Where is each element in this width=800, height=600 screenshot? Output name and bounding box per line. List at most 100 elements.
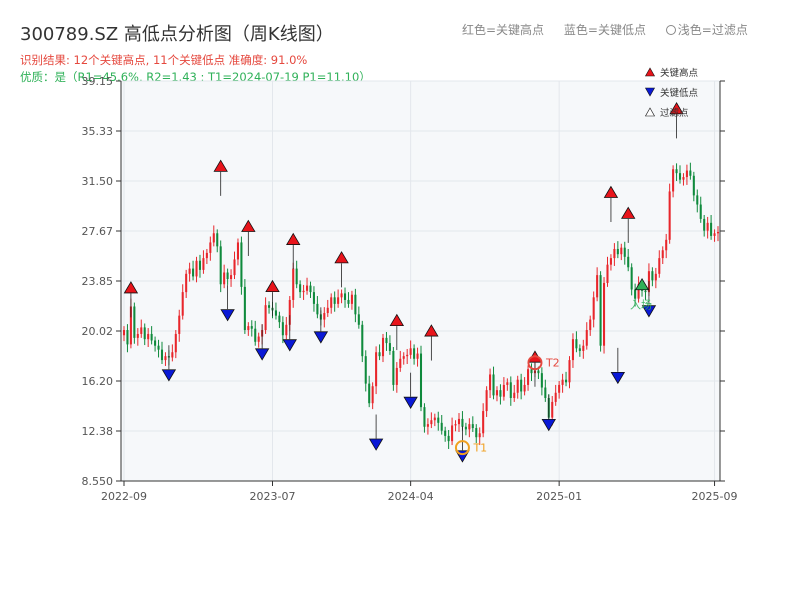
candle-body [540, 373, 543, 388]
top-legend-gray: 浅色=过滤点 [677, 23, 748, 37]
candle-body [578, 348, 581, 351]
candle-body [478, 433, 481, 438]
y-tick-label: 39.15 [82, 75, 114, 88]
candle-body [337, 297, 340, 304]
candle-body [609, 258, 612, 265]
candle-body [340, 293, 343, 298]
key-high-marker [603, 185, 619, 198]
candle-body [527, 369, 530, 385]
key-high-marker [334, 251, 349, 264]
candle-body [316, 303, 319, 315]
candle-body [219, 246, 222, 285]
candle-body [250, 326, 253, 329]
key-high-marker [213, 159, 228, 172]
candle-body [226, 272, 229, 280]
candle-body [513, 392, 516, 398]
x-tick-label: 2023-07 [250, 490, 296, 503]
candle-body [202, 258, 205, 270]
candle-body [399, 358, 402, 368]
key-low-marker [220, 309, 235, 322]
candle-body [468, 424, 471, 430]
candle-body [122, 330, 126, 336]
candle-body [672, 169, 675, 192]
candle-body [274, 310, 277, 316]
candle-body [506, 382, 509, 385]
candle-body [419, 353, 423, 408]
candle-body [651, 271, 654, 281]
candle-body [433, 417, 436, 421]
candle-body [710, 222, 713, 236]
candle-body [281, 322, 284, 336]
candle-body [627, 256, 630, 268]
key-high-marker [669, 102, 684, 115]
legend-filtered-label: 过滤点 [660, 107, 689, 119]
candle-body [599, 275, 602, 346]
candle-body [164, 356, 167, 361]
candle-body [571, 339, 574, 361]
top-legend-blue: 蓝色=关键低点 [563, 23, 646, 37]
key-low-marker [610, 371, 626, 385]
markers: 入场 T1 T2 [123, 102, 684, 463]
candle-body [243, 286, 246, 331]
candle-body [371, 386, 374, 404]
candle-body [489, 374, 492, 391]
candle-body [675, 169, 678, 174]
candle-body [143, 327, 146, 340]
candle-body [558, 384, 561, 393]
key-high-marker [241, 219, 256, 232]
t1-circle [454, 440, 470, 456]
key-low-marker [641, 305, 657, 318]
key-low-marker [161, 369, 177, 382]
candle-body [357, 314, 360, 325]
top-legend: 红色=关键高点 蓝色=关键低点 浅色=过滤点 [462, 21, 764, 38]
candle-body [178, 315, 181, 334]
y-tick-label: 16.20 [82, 375, 114, 388]
candle-body [706, 222, 709, 231]
candle-body [312, 292, 315, 304]
candle-body [305, 285, 309, 291]
candle-body [678, 173, 682, 180]
candle-body [323, 313, 326, 320]
candle-body [499, 390, 502, 397]
candle-body [523, 384, 526, 392]
candle-body [150, 333, 153, 341]
candle-body [181, 292, 184, 316]
candle-body [257, 336, 260, 342]
candle-body [209, 242, 212, 253]
candle-body [254, 328, 257, 342]
candle-body [440, 422, 443, 431]
candle-body [129, 306, 132, 345]
candle-body [457, 418, 461, 425]
candle-body [385, 337, 388, 344]
y-tick-label: 31.50 [82, 175, 114, 188]
y-tick-label: 8.550 [82, 475, 114, 488]
key-high-marker [389, 313, 405, 326]
x-tick-label: 2025-01 [536, 490, 582, 503]
candle-body [133, 306, 136, 338]
candle-body [502, 384, 505, 397]
candle-body [602, 282, 606, 346]
candle-body [343, 293, 347, 300]
candle-body [195, 260, 198, 277]
key-low-marker [313, 331, 329, 344]
candle-body [451, 425, 454, 442]
candle-body [437, 417, 440, 423]
key-low-marker [254, 348, 270, 361]
filtered-label: 入场 [630, 297, 652, 311]
result-summary: 识别结果: 12个关键高点, 11个关键低点 准确度: 91.0% [20, 53, 308, 67]
candle-body [174, 333, 177, 353]
candle-body [388, 343, 391, 351]
candle-body [516, 379, 519, 393]
key-low-marker [541, 419, 556, 432]
candle-body [630, 267, 633, 290]
candle-body [288, 299, 291, 325]
y-tick-label: 27.67 [82, 225, 114, 238]
candle-body [492, 374, 495, 396]
t2-label: T2 [545, 357, 560, 370]
candle-body [171, 352, 174, 358]
candle-body [692, 175, 695, 196]
y-tick-label: 20.02 [82, 325, 114, 338]
candle-body [561, 379, 564, 385]
candle-body [264, 305, 267, 331]
